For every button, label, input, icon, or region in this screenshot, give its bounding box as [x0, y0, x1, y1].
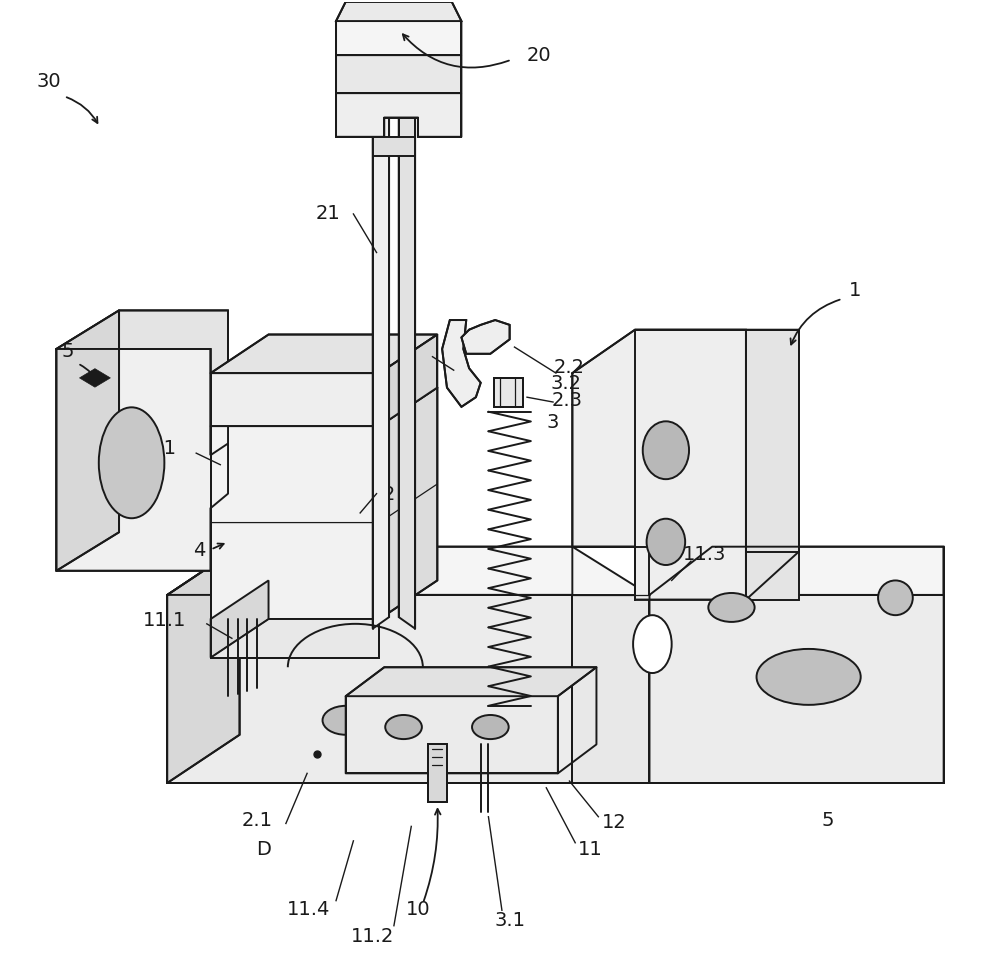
Text: 30: 30	[36, 73, 61, 91]
Polygon shape	[211, 389, 437, 426]
Text: 2.2: 2.2	[554, 358, 585, 376]
Polygon shape	[346, 697, 558, 773]
Polygon shape	[167, 547, 240, 783]
Text: 1: 1	[849, 280, 861, 299]
Polygon shape	[211, 619, 379, 658]
Polygon shape	[336, 3, 461, 22]
Text: 5: 5	[62, 342, 74, 361]
Polygon shape	[80, 369, 110, 388]
Polygon shape	[428, 744, 447, 802]
Polygon shape	[649, 547, 944, 595]
Polygon shape	[373, 84, 389, 629]
Polygon shape	[649, 595, 944, 783]
Polygon shape	[461, 321, 510, 355]
Polygon shape	[494, 379, 523, 407]
Polygon shape	[379, 335, 437, 426]
Text: 11.1: 11.1	[143, 610, 186, 629]
Text: 3.1: 3.1	[494, 911, 525, 929]
Ellipse shape	[708, 593, 755, 622]
Polygon shape	[572, 595, 649, 783]
Polygon shape	[379, 389, 437, 619]
Text: 2.3: 2.3	[552, 391, 583, 409]
Polygon shape	[56, 311, 119, 571]
Ellipse shape	[385, 715, 422, 739]
Polygon shape	[211, 335, 437, 374]
Polygon shape	[346, 668, 596, 697]
Text: 10: 10	[406, 899, 430, 918]
Polygon shape	[56, 350, 228, 571]
Polygon shape	[336, 56, 461, 94]
Ellipse shape	[323, 706, 369, 735]
Text: 4: 4	[193, 541, 205, 559]
Polygon shape	[373, 138, 415, 157]
Ellipse shape	[99, 408, 164, 518]
Text: 11.3: 11.3	[683, 545, 726, 563]
Text: D: D	[256, 839, 271, 859]
Circle shape	[878, 580, 913, 615]
Text: 3.2: 3.2	[550, 374, 581, 392]
Text: 4.1: 4.1	[145, 438, 176, 457]
Text: 5: 5	[822, 810, 834, 829]
Text: 11: 11	[578, 839, 603, 859]
Text: 4.2: 4.2	[396, 338, 427, 358]
Text: 2: 2	[383, 484, 395, 504]
Polygon shape	[167, 595, 572, 783]
Polygon shape	[211, 426, 379, 619]
Text: 3: 3	[547, 413, 559, 431]
Polygon shape	[746, 330, 799, 600]
Polygon shape	[211, 580, 269, 658]
Polygon shape	[336, 22, 461, 56]
Polygon shape	[336, 94, 461, 138]
Polygon shape	[572, 330, 746, 600]
Text: 20: 20	[526, 47, 551, 65]
Polygon shape	[399, 84, 415, 629]
Polygon shape	[442, 321, 481, 407]
Polygon shape	[56, 311, 228, 455]
Text: 21: 21	[316, 203, 341, 222]
Text: 12: 12	[601, 812, 626, 831]
Ellipse shape	[647, 519, 685, 566]
Ellipse shape	[643, 422, 689, 480]
Ellipse shape	[757, 649, 861, 705]
Polygon shape	[211, 374, 379, 426]
Polygon shape	[167, 547, 944, 643]
Text: 11.4: 11.4	[287, 899, 331, 918]
Ellipse shape	[472, 715, 509, 739]
Text: 11.2: 11.2	[351, 926, 394, 945]
Text: 2.1: 2.1	[241, 810, 272, 829]
Ellipse shape	[633, 615, 672, 673]
